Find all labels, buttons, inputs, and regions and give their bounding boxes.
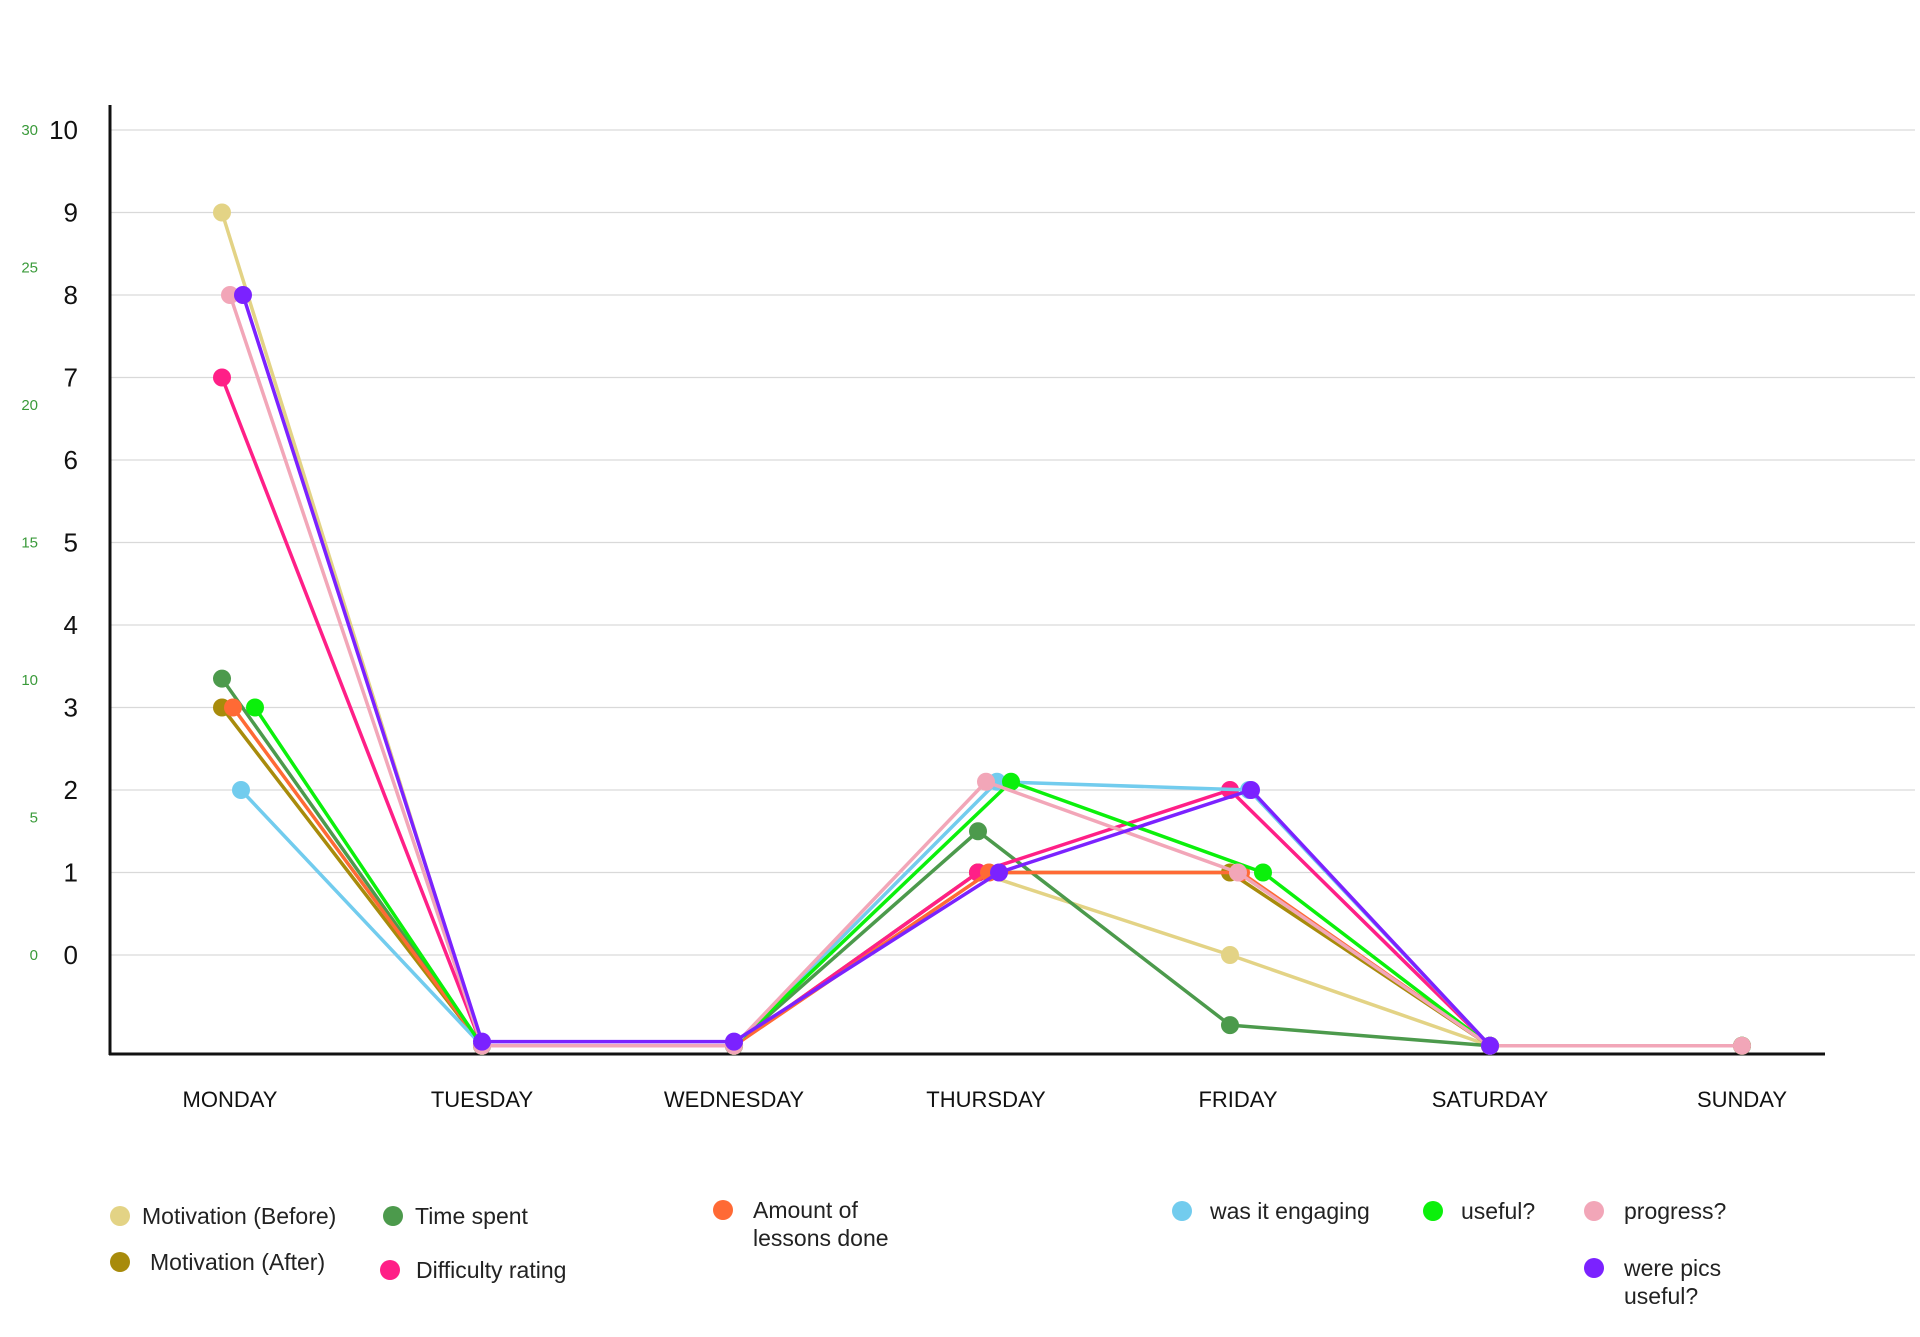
- legend-item: useful?: [1423, 1198, 1535, 1224]
- legend-label: Time spent: [415, 1203, 529, 1229]
- legend-swatch: [110, 1252, 130, 1272]
- legend-item: Motivation (After): [110, 1249, 325, 1275]
- y-axis-ticks: 0 1 2 3 4 5 6 7 8 9 10 0 5 10 15 20 25 30: [21, 115, 78, 970]
- secondary-y-tick-label: 30: [21, 122, 38, 139]
- legend-swatch: [380, 1260, 400, 1280]
- data-point: [213, 669, 231, 688]
- legend-label: Motivation (Before): [142, 1203, 336, 1229]
- gridlines: [110, 129, 1915, 956]
- data-point: [1242, 781, 1260, 799]
- series-motivation-after: [213, 698, 1499, 1055]
- legend-item: Amount of lessons done: [713, 1197, 889, 1251]
- legend-label: was it engaging: [1209, 1198, 1370, 1224]
- data-point: [221, 286, 239, 304]
- y-tick-label: 0: [64, 940, 78, 970]
- series-was-it-engaging: [232, 772, 1499, 1055]
- data-point: [1221, 946, 1239, 964]
- y-tick-label: 6: [64, 445, 78, 475]
- data-point: [224, 698, 242, 717]
- series-line: [231, 706, 1491, 1048]
- legend-swatch: [1423, 1201, 1443, 1221]
- axes: [108, 105, 1825, 1056]
- y-tick-label: 3: [64, 693, 78, 723]
- legend: Motivation (Before) Motivation (After) Tim…: [110, 1197, 1726, 1309]
- secondary-y-tick-label: 15: [21, 535, 38, 552]
- x-tick-label: WEDNESDAY: [664, 1087, 804, 1112]
- series-line: [220, 677, 1742, 1048]
- data-point: [725, 1032, 743, 1051]
- legend-swatch: [1584, 1258, 1604, 1278]
- secondary-y-tick-label: 20: [21, 397, 38, 414]
- secondary-y-tick-label: 5: [30, 810, 38, 827]
- x-tick-label: SATURDAY: [1432, 1087, 1549, 1112]
- data-point: [1229, 863, 1247, 882]
- y-tick-label: 4: [64, 610, 78, 640]
- x-axis-ticks: MONDAY TUESDAY WEDNESDAY THURSDAY FRIDAY SATU…: [183, 1087, 1788, 1112]
- legend-item: Motivation (Before): [110, 1203, 336, 1229]
- legend-label: Amount of lessons done: [753, 1197, 889, 1251]
- legend-swatch: [1172, 1201, 1192, 1221]
- y-tick-label: 1: [64, 858, 78, 888]
- data-point: [234, 286, 252, 304]
- data-point: [1002, 772, 1020, 791]
- series-lines: [213, 203, 1751, 1055]
- data-point: [213, 368, 231, 387]
- series-line: [220, 706, 1491, 1048]
- series-line: [241, 294, 1492, 1047]
- legend-item: were pics useful?: [1584, 1255, 1721, 1309]
- data-point: [1254, 863, 1272, 882]
- secondary-y-tick-label: 0: [30, 947, 38, 964]
- legend-label: were pics useful?: [1623, 1255, 1721, 1309]
- data-point: [1481, 1036, 1499, 1055]
- data-point: [969, 822, 987, 841]
- y-tick-label: 7: [64, 363, 78, 393]
- data-point: [1733, 1036, 1751, 1055]
- data-point: [1221, 1016, 1239, 1035]
- data-point: [246, 698, 264, 717]
- series-difficulty-rating: [213, 368, 1751, 1055]
- data-point: [213, 203, 231, 222]
- legend-label: useful?: [1461, 1198, 1535, 1224]
- legend-swatch: [110, 1206, 130, 1226]
- y-tick-label: 8: [64, 280, 78, 310]
- series-line: [228, 294, 1742, 1048]
- legend-swatch: [1584, 1201, 1604, 1221]
- legend-item: Time spent: [383, 1203, 529, 1229]
- y-tick-label: 5: [64, 528, 78, 558]
- x-tick-label: FRIDAY: [1198, 1087, 1277, 1112]
- data-point: [473, 1032, 491, 1051]
- x-tick-label: SUNDAY: [1697, 1087, 1787, 1112]
- legend-item: progress?: [1584, 1198, 1726, 1224]
- secondary-y-tick-label: 10: [21, 672, 38, 689]
- legend-item: was it engaging: [1172, 1198, 1370, 1224]
- secondary-y-tick-label: 25: [21, 260, 38, 277]
- data-point: [990, 863, 1008, 882]
- legend-label: Difficulty rating: [416, 1257, 566, 1283]
- y-tick-label: 9: [64, 198, 78, 228]
- legend-label: Motivation (After): [150, 1249, 325, 1275]
- legend-swatch: [713, 1200, 733, 1220]
- x-tick-label: THURSDAY: [926, 1087, 1046, 1112]
- data-point: [977, 772, 995, 791]
- legend-item: Difficulty rating: [380, 1257, 566, 1283]
- y-tick-label: 2: [64, 775, 78, 805]
- y-tick-label: 10: [49, 115, 78, 145]
- x-tick-label: MONDAY: [183, 1087, 278, 1112]
- series-were-pics-useful: [234, 286, 1499, 1055]
- x-tick-label: TUESDAY: [431, 1087, 534, 1112]
- legend-label: progress?: [1624, 1198, 1726, 1224]
- data-point: [232, 781, 250, 799]
- legend-swatch: [383, 1206, 403, 1226]
